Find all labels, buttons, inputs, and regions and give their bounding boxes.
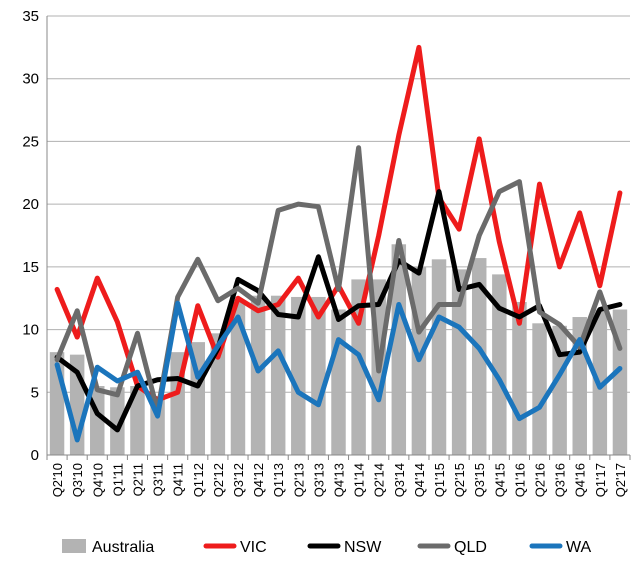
x-tick-label: Q1'11 bbox=[110, 463, 125, 496]
x-tick-label: Q4'14 bbox=[412, 463, 427, 497]
x-tick-label: Q4'11 bbox=[171, 463, 186, 496]
bar-australia bbox=[210, 333, 226, 455]
x-tick-label: Q2'10 bbox=[50, 463, 65, 497]
bar-australia bbox=[270, 295, 286, 455]
x-tick-label: Q3'13 bbox=[311, 463, 326, 497]
y-tick-label: 5 bbox=[31, 384, 39, 401]
y-tick-label: 10 bbox=[22, 322, 39, 339]
legend-label-vic: VIC bbox=[240, 539, 267, 556]
x-tick-label: Q4'13 bbox=[332, 463, 347, 497]
x-tick-label: Q4'16 bbox=[573, 463, 588, 497]
bar-australia bbox=[351, 279, 366, 455]
y-tick-label: 35 bbox=[22, 8, 39, 25]
bar-australia bbox=[250, 295, 266, 455]
axes bbox=[46, 16, 631, 460]
x-tick-label: Q1'17 bbox=[593, 463, 608, 497]
x-tick-label: Q1'15 bbox=[432, 463, 447, 497]
x-tick-label: Q1'14 bbox=[352, 463, 367, 497]
legend-label-nsw: NSW bbox=[344, 539, 382, 556]
x-tick-label: Q1'16 bbox=[512, 463, 527, 497]
x-tick-label: Q4'15 bbox=[492, 463, 507, 497]
x-tick-label: Q1'13 bbox=[271, 463, 286, 497]
series-lines bbox=[54, 44, 623, 443]
bar-australia bbox=[451, 269, 467, 455]
bar-australia bbox=[471, 258, 487, 455]
bar-australia bbox=[612, 309, 628, 455]
gridlines bbox=[47, 15, 630, 393]
x-tick-label: Q3'15 bbox=[472, 463, 487, 497]
bar-australia bbox=[311, 296, 326, 455]
x-tick-label: Q2'15 bbox=[452, 463, 467, 497]
x-tick-label: Q2'17 bbox=[613, 463, 628, 497]
y-tick-label: 25 bbox=[22, 133, 39, 150]
legend: Australia VIC NSW QLD WA bbox=[62, 539, 592, 556]
bar-australia bbox=[331, 309, 346, 455]
x-tick-label: Q3'11 bbox=[151, 463, 166, 496]
bar-australia bbox=[431, 259, 447, 455]
legend-label-qld: QLD bbox=[454, 539, 487, 556]
legend-swatch-australia bbox=[62, 539, 86, 553]
x-tick-label: Q3'12 bbox=[231, 463, 246, 497]
x-tick-label: Q2'12 bbox=[211, 463, 226, 497]
bar-australia bbox=[230, 301, 246, 455]
series-line-wa bbox=[54, 300, 623, 443]
series-line-qld bbox=[54, 145, 623, 414]
bar-australia bbox=[532, 323, 547, 455]
y-tick-label: 0 bbox=[31, 447, 39, 464]
x-tick-label: Q3'10 bbox=[70, 463, 85, 497]
bar-australia bbox=[130, 386, 145, 455]
y-tick-label: 15 bbox=[22, 259, 39, 276]
bar-australia bbox=[110, 387, 125, 455]
bar-australia bbox=[291, 296, 306, 455]
x-tick-label: Q2'13 bbox=[291, 463, 306, 497]
bar-australia bbox=[391, 244, 407, 455]
x-tick-label: Q3'14 bbox=[392, 463, 407, 497]
x-tick-label: Q4'12 bbox=[251, 463, 266, 497]
x-tick-label: Q4'10 bbox=[90, 463, 105, 497]
legend-label-wa: WA bbox=[566, 539, 592, 556]
y-tick-label: 30 bbox=[22, 71, 39, 88]
x-tick-label: Q3'16 bbox=[553, 463, 568, 497]
bar-australia bbox=[492, 274, 507, 455]
x-tick-label: Q2'14 bbox=[372, 463, 387, 497]
y-axis-ticks: 0 5 10 15 20 25 30 35 bbox=[22, 8, 39, 464]
x-tick-label: Q2'11 bbox=[130, 463, 145, 496]
x-tick-label: Q1'12 bbox=[191, 463, 206, 497]
x-tick-label: Q2'16 bbox=[533, 463, 548, 497]
bar-australia bbox=[552, 325, 567, 455]
legend-label-australia: Australia bbox=[92, 539, 154, 556]
x-axis-ticks: Q2'10 Q3'10 Q4'10 Q1'11 Q2'11 Q3'11 Q4'11 Q1'12… bbox=[50, 463, 628, 497]
y-tick-label: 20 bbox=[22, 196, 39, 213]
